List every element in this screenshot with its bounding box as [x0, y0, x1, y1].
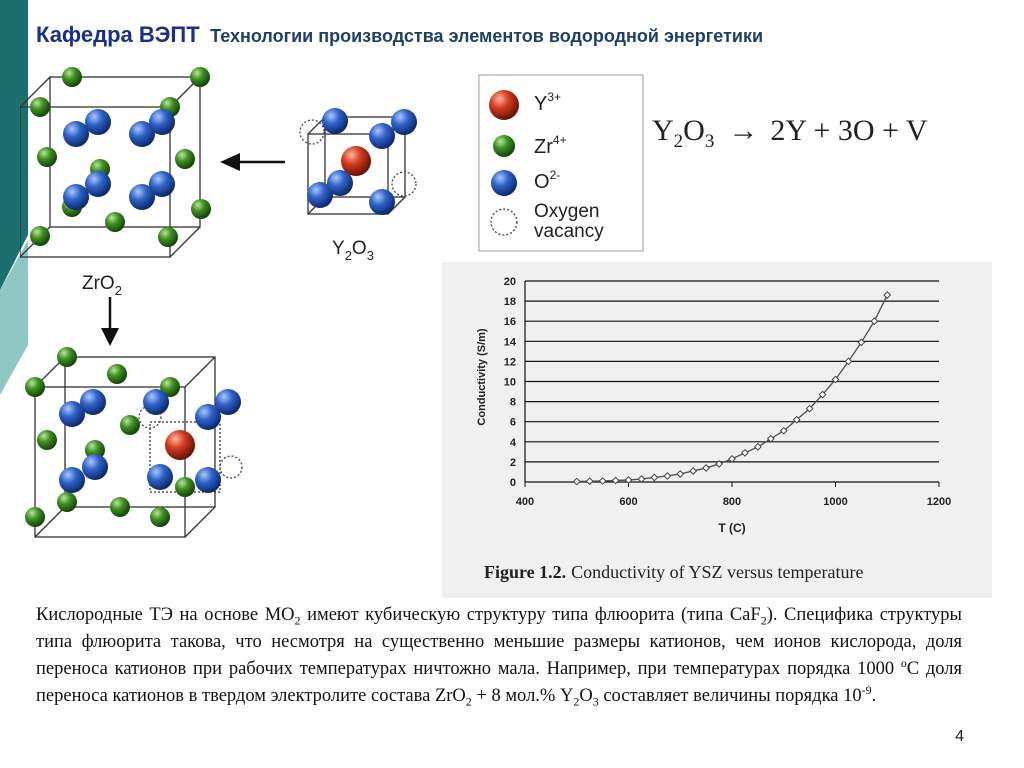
data-point — [779, 426, 788, 435]
data-point — [766, 434, 775, 443]
page-number: 4 — [955, 728, 964, 745]
data-point — [870, 317, 879, 326]
yttrium-ion — [165, 430, 195, 460]
left-decoration — [0, 0, 28, 395]
vacancy-marker — [299, 119, 325, 145]
zro2-label: ZrO2 — [82, 273, 122, 298]
reaction-equation: Y2O3 → 2Y + 3O + V — [652, 114, 928, 152]
chart-background — [442, 262, 992, 598]
course-title: Технологии производства элементов водоро… — [210, 26, 764, 46]
yttrium-ion — [341, 146, 371, 176]
legend-label-yttrium: Y3+ — [534, 90, 561, 115]
data-point — [844, 357, 853, 366]
data-point — [637, 475, 646, 483]
data-point — [818, 390, 827, 399]
data-point — [611, 476, 620, 485]
y-tick-label: 16 — [504, 316, 516, 328]
data-point — [831, 375, 840, 384]
data-point — [650, 473, 659, 482]
y-tick-label: 14 — [504, 336, 517, 348]
svg-text:Y2O3→2Y + 3O + V: Y2O3 → 2Y + 3O + V — [652, 114, 928, 152]
y-tick-label: 18 — [504, 296, 516, 308]
data-point — [598, 477, 607, 485]
data-point — [572, 477, 581, 486]
zro2-o-ions — [63, 109, 175, 210]
ysz-unit-cell — [34, 356, 221, 538]
y-tick-label: 4 — [510, 437, 517, 449]
legend-label-zirconium: Zr4+ — [534, 133, 567, 158]
conductivity-chart: 0 2 4 6 8 10 12 14 16 18 20 400 600 800 1000 1200 Cond… — [442, 262, 992, 598]
down-arrow — [101, 297, 119, 346]
data-point — [805, 404, 814, 413]
y-tick-label: 2 — [510, 457, 516, 469]
y-tick-label: 8 — [510, 397, 516, 409]
x-axis-label: T (C) — [718, 521, 745, 535]
data-point — [676, 470, 685, 478]
data-point — [883, 291, 892, 299]
data-point — [753, 442, 762, 451]
data-point — [715, 460, 723, 468]
vacancy-marker — [219, 455, 243, 479]
x-tick-label: 1200 — [927, 496, 951, 508]
zirconium-ion-icon — [493, 135, 515, 157]
y-tick-label: 10 — [504, 377, 516, 389]
y2o3-o-ions — [307, 108, 417, 215]
legend-label-vacancy: Oxygen — [534, 201, 599, 222]
legend-label-vacancy-line2: vacancy — [534, 221, 604, 242]
oxygen-vacancy-icon — [490, 208, 518, 236]
y-tick-label: 0 — [510, 477, 516, 489]
x-axis-ticks: 400 600 800 1000 1200 — [516, 482, 951, 508]
y-axis-label: Conductivity (S/m) — [476, 328, 488, 426]
data-point — [741, 448, 749, 457]
data-point — [585, 477, 594, 486]
crystal-structure-diagram: ZrO2 Y2O3 — [20, 67, 417, 538]
x-tick-label: 600 — [619, 496, 637, 508]
y-tick-label: 6 — [510, 417, 516, 429]
y2o3-label: Y2O3 — [332, 238, 374, 263]
data-point — [792, 415, 801, 424]
data-point — [663, 472, 672, 480]
light-teal-stripe — [0, 240, 28, 395]
zro2-zr-ions — [30, 67, 211, 247]
data-point — [857, 338, 866, 347]
x-tick-label: 800 — [723, 496, 741, 508]
oxygen-ion-icon — [491, 170, 517, 196]
ion-legend: Y3+ Zr4+ O2- Oxygen vacancy — [478, 74, 644, 252]
y-tick-label: 12 — [504, 356, 516, 368]
figure-caption: Figure 1.2. Conductivity of YSZ versus te… — [484, 562, 863, 582]
department-title: Кафедра ВЭПТ — [36, 22, 200, 47]
legend-label-oxygen: O2- — [534, 168, 560, 193]
data-point — [689, 467, 698, 475]
vacancy-marker — [138, 405, 162, 429]
x-tick-label: 400 — [516, 496, 534, 508]
y-axis-ticks: 0 2 4 6 8 10 12 14 16 18 20 — [504, 276, 517, 489]
data-point — [624, 476, 633, 484]
y-tick-label: 20 — [504, 276, 516, 288]
yttrium-ion-icon — [489, 90, 519, 120]
page-header: Кафедра ВЭПТ Технологии производства эле… — [36, 22, 763, 48]
ysz-o-ions — [59, 389, 241, 493]
data-point — [702, 464, 711, 472]
body-paragraph: Кислородные ТЭ на основе МО2 имеют кубич… — [36, 605, 962, 709]
series-points — [572, 291, 892, 486]
vacancy-marker — [391, 171, 417, 197]
data-point — [728, 454, 736, 463]
left-arrow — [220, 153, 285, 171]
ysz-zr-ions — [25, 347, 195, 527]
teal-stripe — [0, 0, 28, 290]
x-tick-label: 1000 — [823, 496, 847, 508]
